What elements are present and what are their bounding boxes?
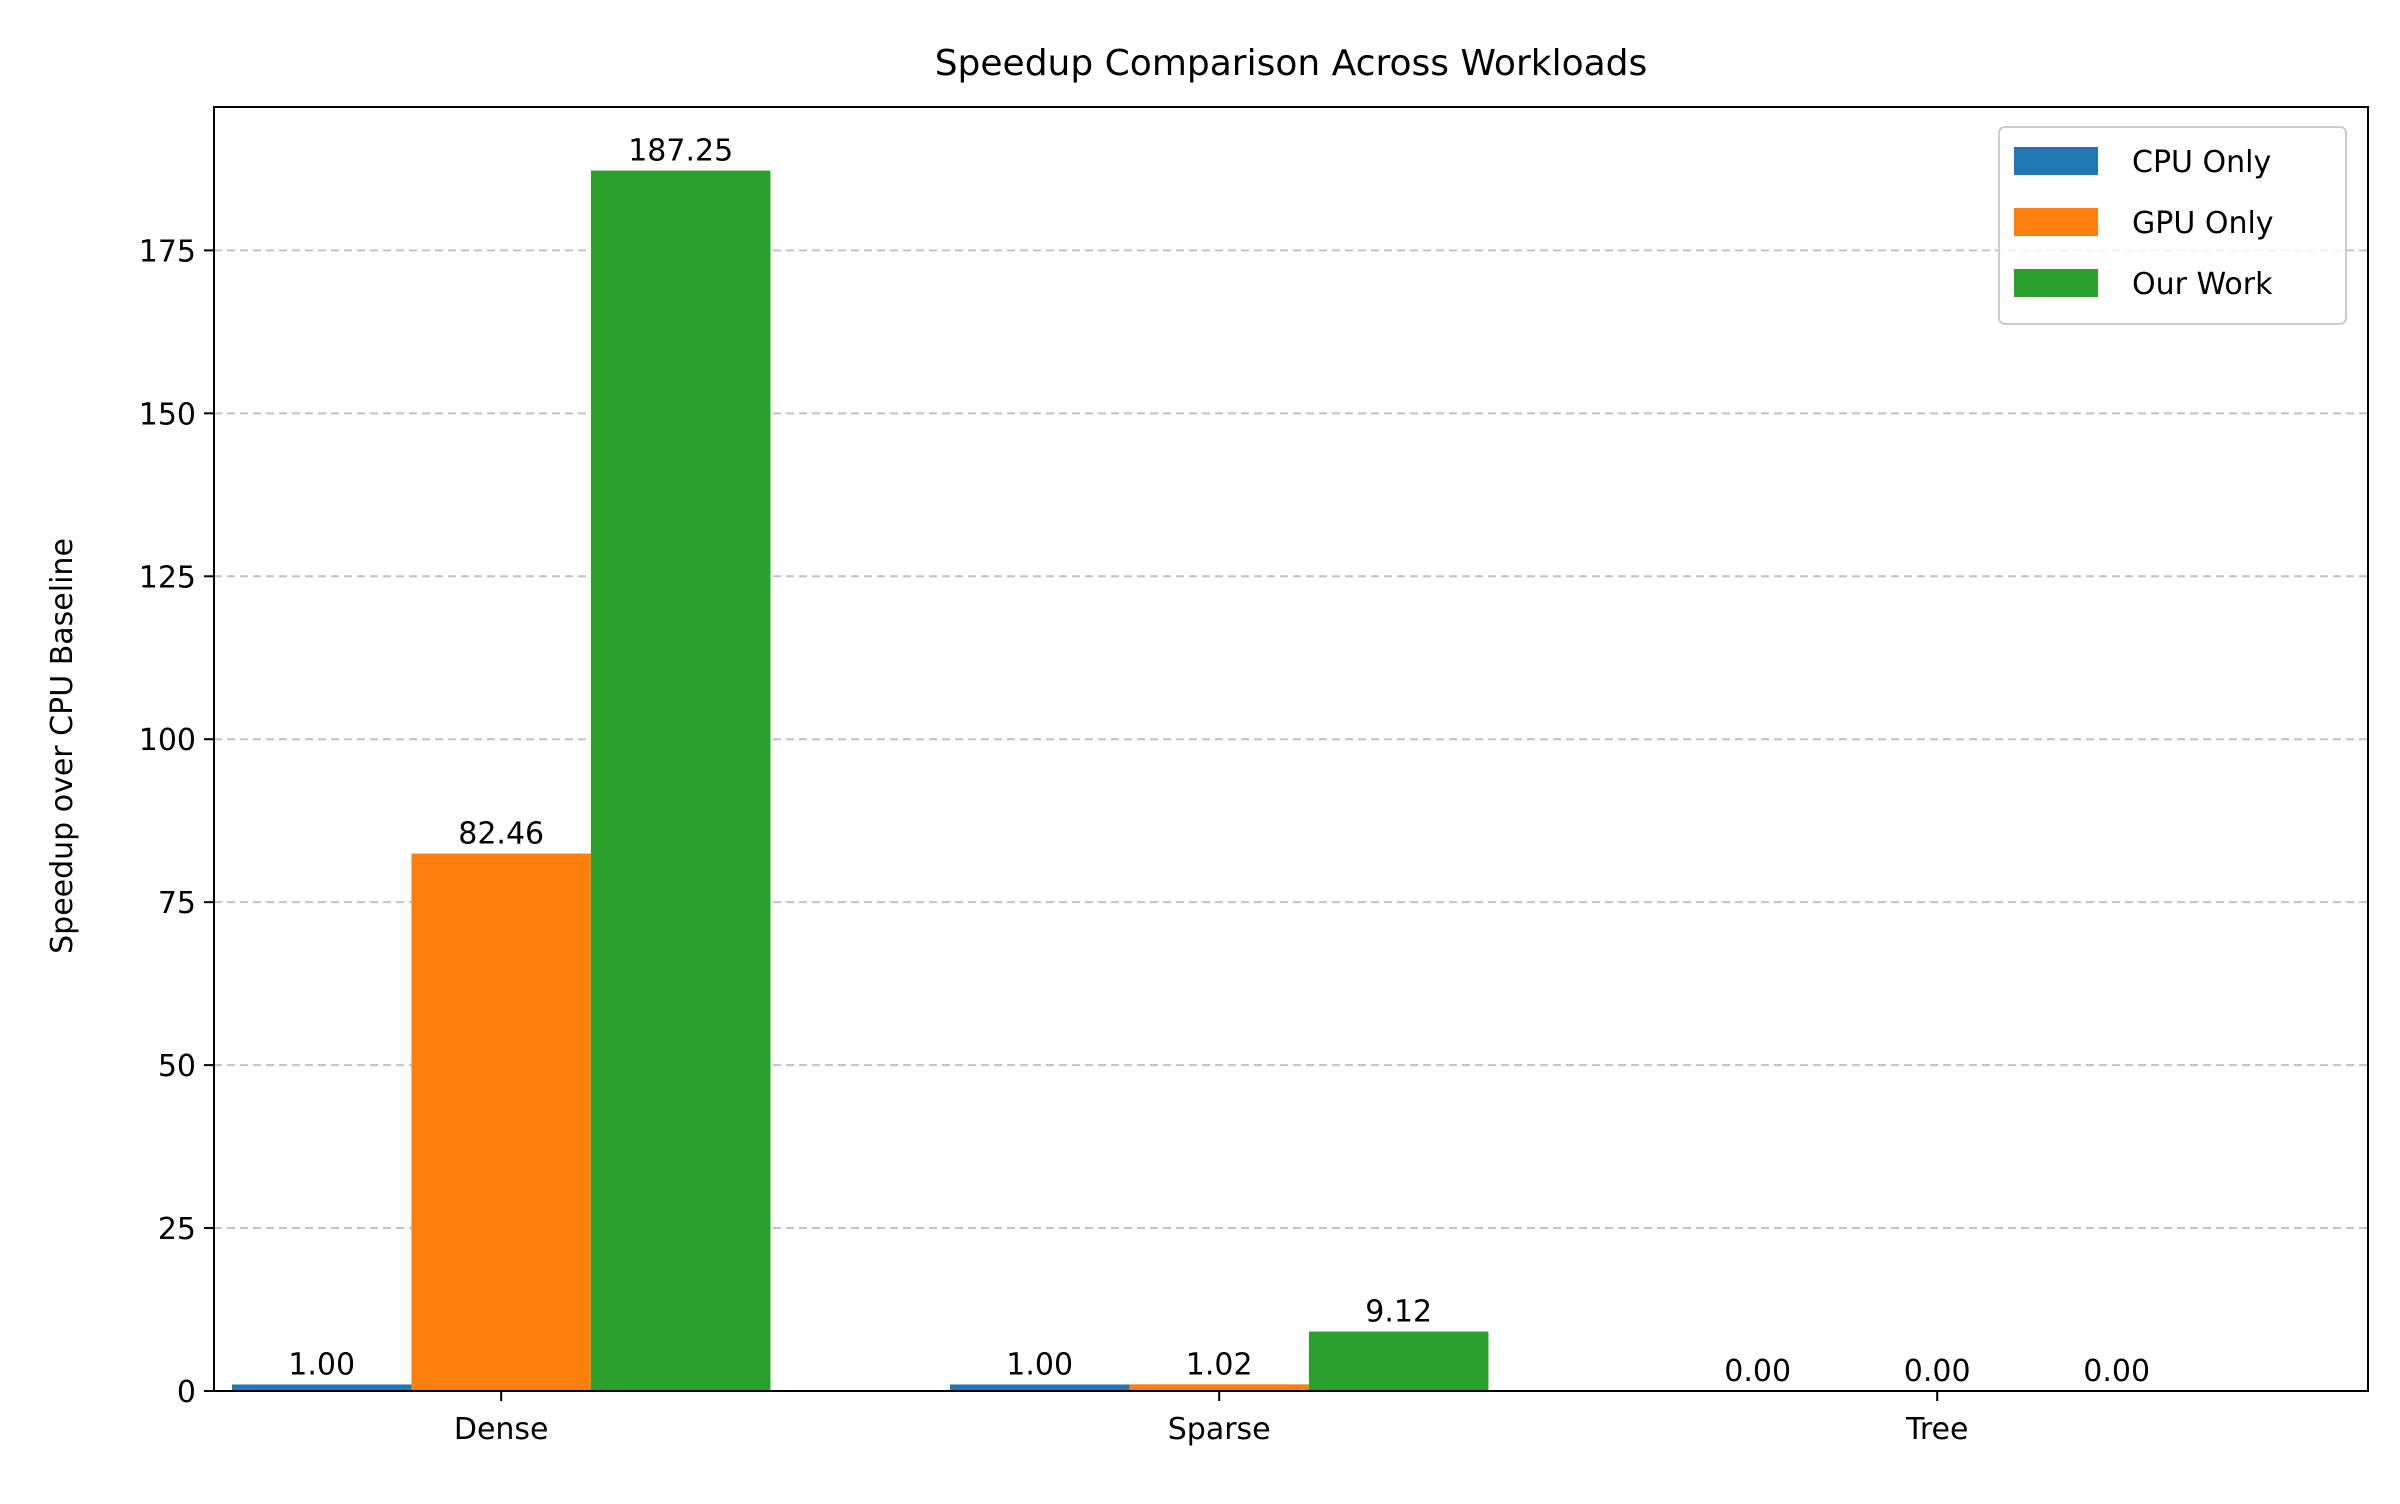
legend-label: Our Work bbox=[2132, 267, 2273, 302]
bar-value-label: 1.00 bbox=[1006, 1347, 1073, 1382]
bar-value-labels: 1.00 1.00 0.00 82.46 1.02 0.00 187.25 9.12 0.00 bbox=[288, 134, 2150, 1389]
legend-swatch bbox=[2014, 147, 2098, 175]
bar-value-label: 1.00 bbox=[288, 1347, 355, 1382]
bar-value-label: 187.25 bbox=[628, 134, 733, 169]
bar-value-label: 82.46 bbox=[458, 817, 544, 852]
legend-swatch bbox=[2014, 269, 2098, 297]
y-tick-label: 50 bbox=[158, 1049, 196, 1084]
legend-label: CPU Only bbox=[2132, 145, 2271, 180]
y-tick-label: 0 bbox=[177, 1375, 196, 1410]
y-tick-label: 175 bbox=[139, 234, 196, 269]
legend: CPU Only GPU Only Our Work bbox=[1998, 126, 2347, 325]
y-tick-label: 150 bbox=[139, 397, 196, 432]
y-tick-label: 125 bbox=[139, 560, 196, 595]
bar-value-label: 0.00 bbox=[2083, 1354, 2150, 1389]
bar-cpu-only-sparse bbox=[949, 1384, 1130, 1391]
bar-value-label: 0.00 bbox=[1904, 1354, 1971, 1389]
x-tick-label: Sparse bbox=[1168, 1412, 1271, 1447]
bar-value-label: 0.00 bbox=[1724, 1354, 1791, 1389]
bar-gpu-only-dense bbox=[411, 853, 591, 1391]
legend-label: GPU Only bbox=[2132, 206, 2274, 241]
bars bbox=[231, 170, 1489, 1391]
bar-our-work-dense bbox=[590, 170, 771, 1391]
plot-frame bbox=[213, 106, 2369, 1392]
bar-cpu-only-dense bbox=[231, 1384, 412, 1391]
bar-our-work-sparse bbox=[1308, 1331, 1489, 1391]
y-tick-label: 25 bbox=[158, 1212, 196, 1247]
chart-title: Speedup Comparison Across Workloads bbox=[935, 43, 1648, 84]
y-tick-label: 75 bbox=[158, 886, 196, 921]
bar-gpu-only-sparse bbox=[1129, 1384, 1309, 1391]
bar-value-label: 9.12 bbox=[1365, 1295, 1432, 1330]
x-tick-label: Tree bbox=[1905, 1412, 1969, 1447]
legend-swatch bbox=[2014, 208, 2098, 236]
x-tick-label: Dense bbox=[454, 1412, 549, 1447]
y-axis-label: Speedup over CPU Baseline bbox=[45, 538, 80, 954]
axes: 0 25 50 75 100 125 150 175 Dense Sparse Tree bbox=[139, 106, 2369, 1447]
y-tick-label: 100 bbox=[139, 723, 196, 758]
bar-value-label: 1.02 bbox=[1186, 1347, 1253, 1382]
